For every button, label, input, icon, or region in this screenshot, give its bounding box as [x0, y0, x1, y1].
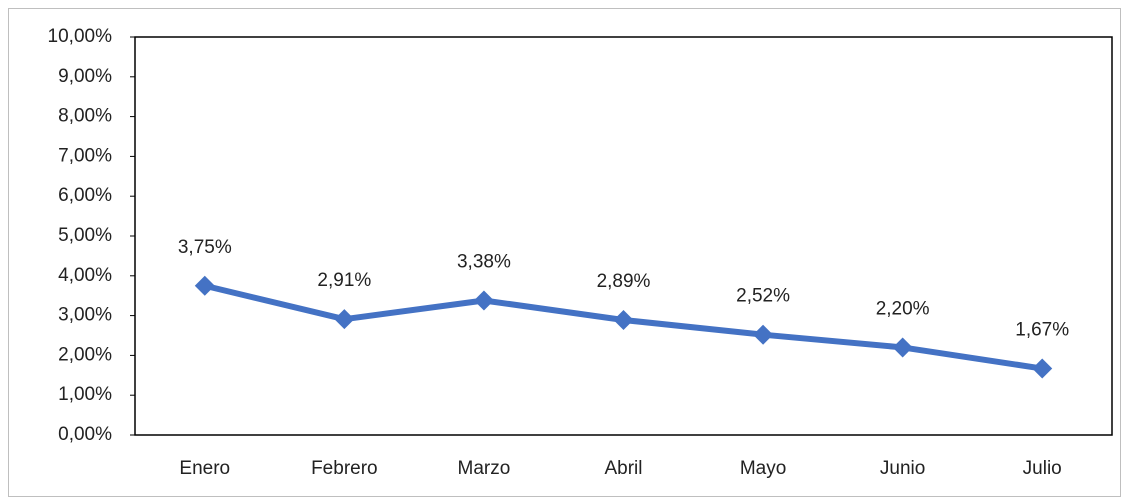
x-tick-label: Enero: [179, 458, 230, 479]
marker: [892, 337, 913, 358]
y-tick-label: 0,00%: [58, 424, 112, 445]
plot-area: [134, 36, 1113, 436]
marker: [194, 275, 215, 296]
y-tick-label: 10,00%: [48, 26, 113, 47]
y-tick-label: 6,00%: [58, 185, 112, 206]
data-label: 1,67%: [1015, 320, 1069, 341]
data-label: 2,91%: [317, 270, 371, 291]
data-label: 3,75%: [178, 237, 232, 258]
x-tick-label: Junio: [880, 458, 925, 479]
y-tick-label: 1,00%: [58, 384, 112, 405]
y-tick-label: 8,00%: [58, 106, 112, 127]
x-tick-label: Febrero: [311, 458, 378, 479]
chart-border: [8, 8, 1121, 497]
y-tick-label: 4,00%: [58, 265, 112, 286]
y-tick-label: 3,00%: [58, 305, 112, 326]
marker: [334, 309, 355, 330]
y-tick-label: 2,00%: [58, 344, 112, 365]
data-label: 2,52%: [736, 286, 790, 307]
x-tick-label: Marzo: [458, 458, 511, 479]
data-label: 3,38%: [457, 251, 511, 272]
x-tick-label: Julio: [1023, 458, 1062, 479]
marker: [613, 309, 634, 330]
marker: [753, 324, 774, 345]
y-tick-label: 7,00%: [58, 145, 112, 166]
y-tick-label: 9,00%: [58, 66, 112, 87]
y-tick-label: 5,00%: [58, 225, 112, 246]
data-label: 2,89%: [597, 271, 651, 292]
x-tick-label: Abril: [604, 458, 642, 479]
data-label: 2,20%: [876, 298, 930, 319]
x-tick-label: Mayo: [740, 458, 786, 479]
marker: [473, 290, 494, 311]
marker: [1032, 358, 1053, 379]
